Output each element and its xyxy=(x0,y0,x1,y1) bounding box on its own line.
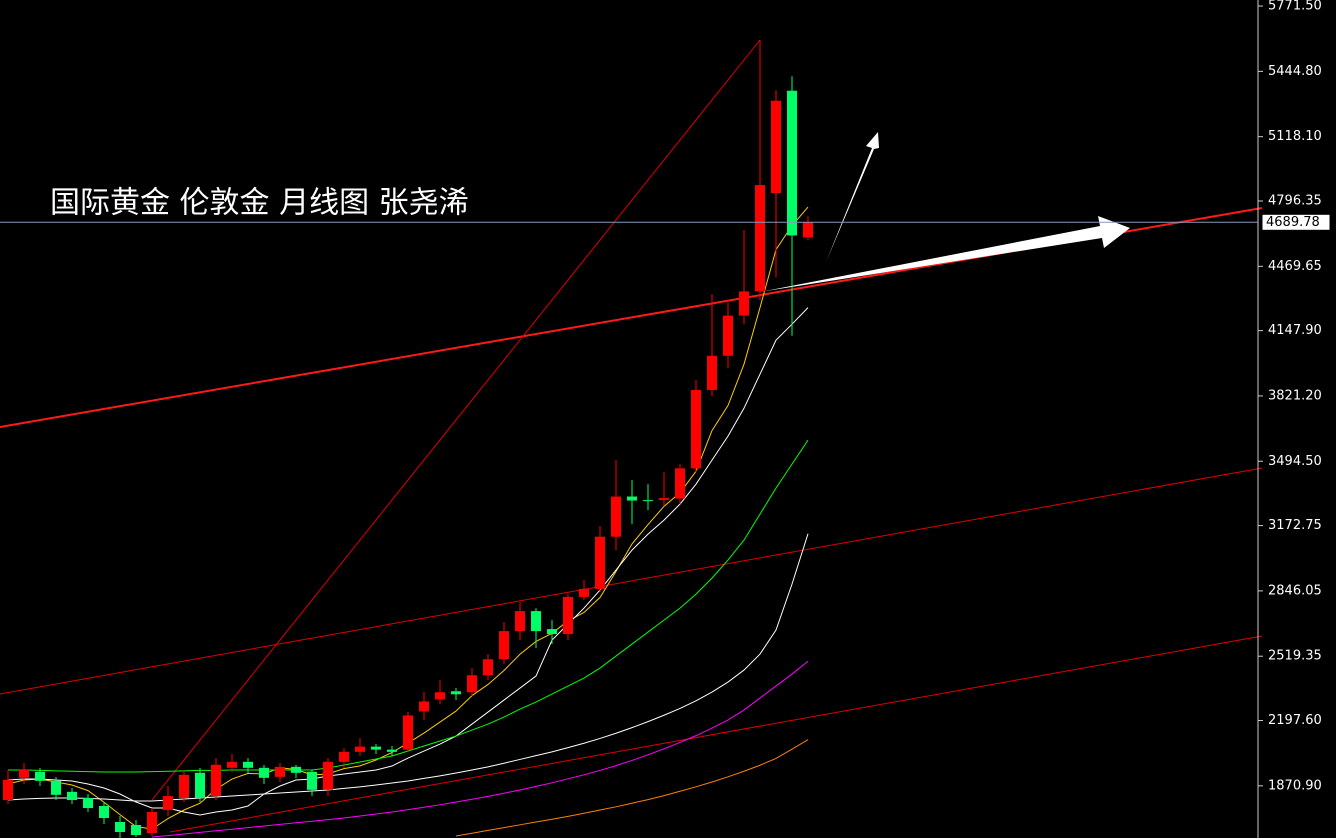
candle-body xyxy=(195,772,205,799)
candle-body xyxy=(531,611,541,632)
candle-body xyxy=(755,185,765,292)
trend-line xyxy=(0,467,1263,695)
candle-body xyxy=(435,692,445,700)
candle-body xyxy=(595,536,605,589)
last-price-label: 4689.78 xyxy=(1266,215,1320,230)
y-tick-label: 4469.65 xyxy=(1268,259,1322,274)
candle-body xyxy=(707,355,717,390)
candle-body xyxy=(771,100,781,194)
candle-body xyxy=(99,806,109,819)
candle-body xyxy=(147,812,157,834)
candle-body xyxy=(35,771,45,781)
trend-lines xyxy=(0,39,1263,833)
candle-body xyxy=(83,798,93,809)
candle-body xyxy=(163,796,173,811)
candle-body xyxy=(371,746,381,750)
moving-average xyxy=(151,660,809,838)
candle-body xyxy=(675,468,685,499)
candle-body xyxy=(659,498,669,501)
moving-average xyxy=(455,739,809,837)
y-tick-label: 4147.90 xyxy=(1268,323,1322,338)
y-tick-label: 5444.80 xyxy=(1268,64,1322,79)
y-tick-label: 3821.20 xyxy=(1268,388,1322,403)
candle-body xyxy=(67,791,77,801)
candle-body xyxy=(563,596,573,635)
candle-body xyxy=(131,825,141,836)
candle-body xyxy=(323,761,333,790)
candle-body xyxy=(243,761,253,768)
moving-average xyxy=(7,533,809,802)
y-tick-label: 5118.10 xyxy=(1268,129,1322,144)
candle-body xyxy=(3,779,13,801)
candle-body xyxy=(275,766,285,777)
candle-body xyxy=(467,675,477,693)
candle-body xyxy=(19,769,29,778)
candle-body xyxy=(483,659,493,676)
candle-body xyxy=(339,751,349,762)
candle-body xyxy=(179,774,189,799)
candle-body xyxy=(259,767,269,778)
y-tick-label: 3172.75 xyxy=(1268,518,1322,533)
candle-body xyxy=(787,90,797,236)
candle-body xyxy=(211,764,221,797)
last-price-box xyxy=(1261,213,1331,231)
moving-average xyxy=(7,307,809,816)
candle-body xyxy=(355,746,365,752)
candle-body xyxy=(627,496,637,501)
y-tick-label: 2519.35 xyxy=(1268,649,1322,664)
y-tick-label: 3494.50 xyxy=(1268,454,1322,469)
y-tick-label: 4796.35 xyxy=(1268,193,1322,208)
y-tick-label: 1870.90 xyxy=(1268,778,1322,793)
candle-body xyxy=(547,629,557,635)
candle-body xyxy=(451,691,461,695)
candle-body xyxy=(51,780,61,795)
chart-title: 国际黄金 伦敦金 月线图 张尧浠 xyxy=(50,186,469,221)
candle-body xyxy=(579,588,589,597)
candle-body xyxy=(723,315,733,356)
y-tick-label: 2846.05 xyxy=(1268,583,1322,598)
candle-body xyxy=(643,500,653,502)
candle-body xyxy=(403,715,413,750)
candle-body xyxy=(803,222,813,238)
trend-line xyxy=(169,635,1263,833)
candle-body xyxy=(499,631,509,660)
y-tick-label: 2197.60 xyxy=(1268,713,1322,728)
candle-body xyxy=(419,701,429,712)
candle-body xyxy=(291,766,301,773)
candle-body xyxy=(691,389,701,469)
candle-body xyxy=(387,749,397,752)
candle-body xyxy=(307,771,317,790)
candle-body xyxy=(115,822,125,833)
arrow xyxy=(826,132,879,262)
y-tick-label: 5771.50 xyxy=(1268,0,1322,14)
candle-body xyxy=(227,761,237,768)
candle-body xyxy=(515,611,525,632)
candle-body xyxy=(611,496,621,537)
trend-line xyxy=(151,39,761,801)
candle-body xyxy=(739,291,749,316)
